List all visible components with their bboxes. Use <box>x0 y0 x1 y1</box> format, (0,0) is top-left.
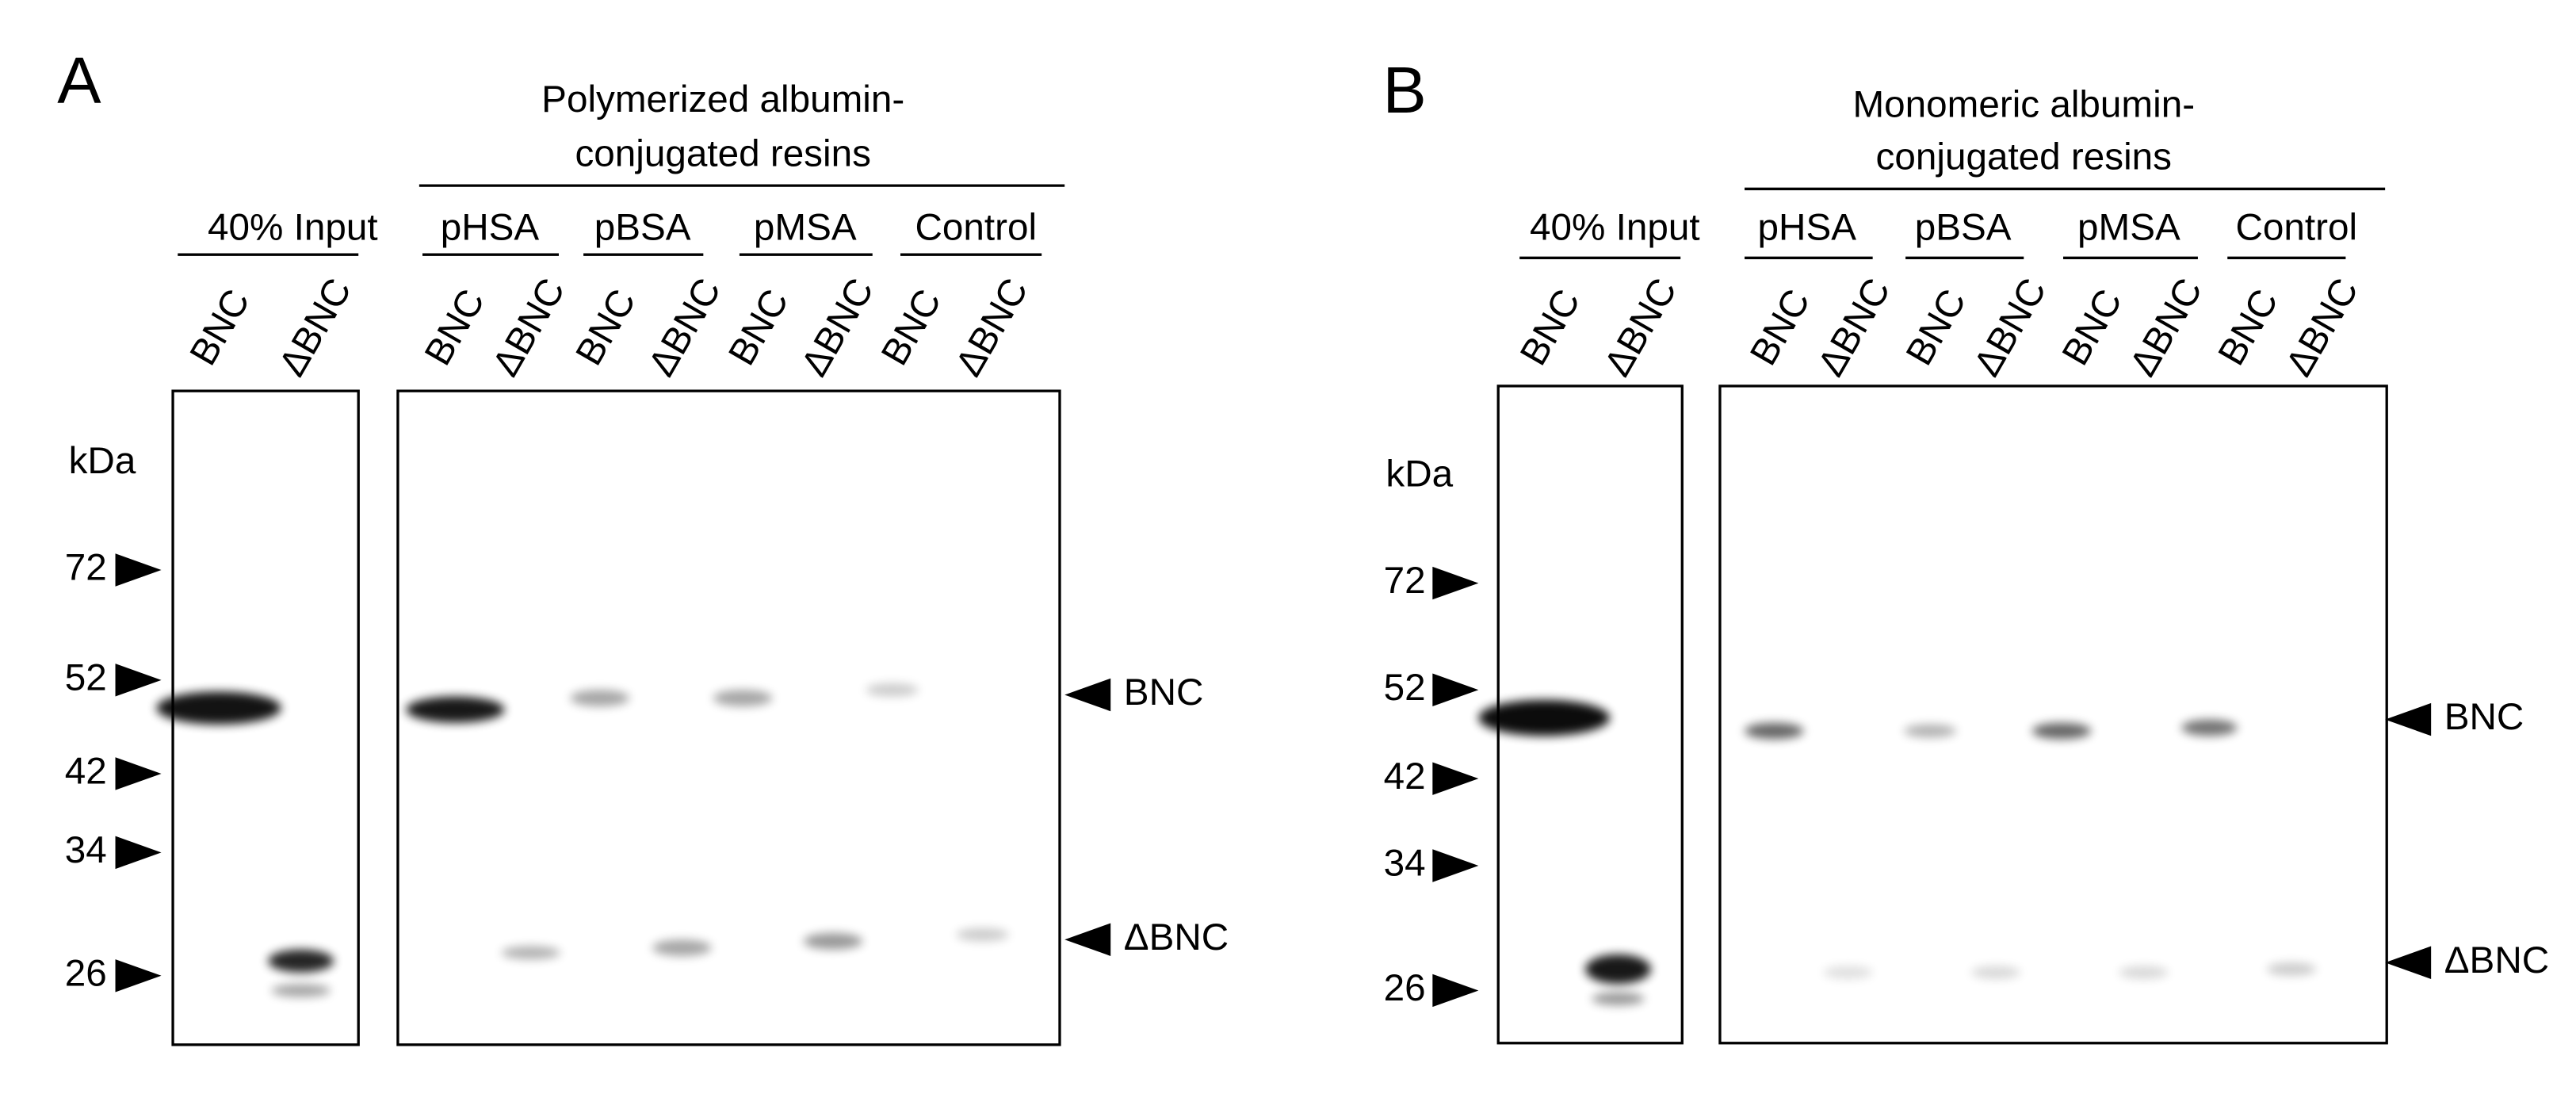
band-label: ΔBNC <box>2444 939 2549 981</box>
lane-label: ΔBNC <box>484 271 573 383</box>
marker-label: 72 <box>1384 560 1426 602</box>
lane-label: BNC <box>182 282 258 373</box>
gel-band <box>406 696 505 723</box>
lane-label: ΔBNC <box>1596 271 1685 383</box>
gel-band <box>501 946 561 960</box>
group-label: pHSA <box>1758 207 1857 249</box>
gel-band <box>956 928 1009 942</box>
marker-arrow <box>115 757 162 790</box>
lane-label: BNC <box>2211 282 2287 373</box>
gel-band <box>1904 724 1957 738</box>
marker-label: 34 <box>1384 843 1426 885</box>
group-label: pBSA <box>1915 207 2012 249</box>
input-label: 40% Input <box>1530 207 1700 249</box>
marker-label: 26 <box>1384 967 1426 1009</box>
resin-title: conjugated resins <box>575 132 870 174</box>
marker-label: 72 <box>65 547 107 589</box>
marker-label: 52 <box>65 656 107 698</box>
resin-title: conjugated resins <box>1876 136 2172 178</box>
gel-box <box>1718 384 2388 1045</box>
lane-label: BNC <box>720 282 797 373</box>
band-label: BNC <box>1124 671 1204 713</box>
group-label: Control <box>915 207 1038 249</box>
input-label: 40% Input <box>208 207 378 249</box>
lane-label: ΔBNC <box>2278 271 2367 383</box>
gel-band <box>866 683 919 697</box>
marker-arrow <box>115 959 162 993</box>
gel-band <box>271 984 331 997</box>
lane-label: ΔBNC <box>640 271 729 383</box>
lane-label: ΔBNC <box>2122 271 2211 383</box>
gel-band <box>713 690 773 706</box>
unit-label: kDa <box>1385 453 1453 495</box>
gel-band <box>2266 962 2317 976</box>
gel-band <box>2119 966 2169 979</box>
gel-band <box>1592 992 1645 1006</box>
band-arrow <box>1064 678 1111 712</box>
gel-box <box>396 389 1061 1046</box>
band-label: ΔBNC <box>1124 916 1229 958</box>
marker-arrow <box>1432 673 1479 706</box>
marker-arrow <box>1432 849 1479 882</box>
marker-label: 26 <box>65 952 107 994</box>
lane-label: ΔBNC <box>793 271 882 383</box>
resin-title: Polymerized albumin- <box>541 78 904 120</box>
gel-band <box>1585 954 1651 985</box>
band-arrow <box>2385 946 2432 979</box>
lane-label: BNC <box>1512 282 1588 373</box>
marker-label: 42 <box>65 751 107 793</box>
gel-band <box>2181 719 2238 736</box>
gel-band <box>1823 966 1873 979</box>
lane-label: BNC <box>417 282 493 373</box>
gel-band <box>1970 966 2021 979</box>
marker-label: 42 <box>1384 755 1426 798</box>
lane-label: BNC <box>568 282 644 373</box>
panel-label: B <box>1382 53 1426 127</box>
lane-label: ΔBNC <box>1966 271 2054 383</box>
marker-arrow <box>115 664 162 697</box>
marker-arrow <box>1432 566 1479 600</box>
lane-label: ΔBNC <box>948 271 1037 383</box>
marker-label: 52 <box>1384 667 1426 709</box>
group-label: pHSA <box>441 207 540 249</box>
resin-title: Monomeric albumin- <box>1853 83 2196 125</box>
group-label: pBSA <box>594 207 691 249</box>
group-label: pMSA <box>754 207 857 249</box>
panel-label: A <box>57 44 101 117</box>
lane-label: ΔBNC <box>1810 271 1898 383</box>
gel-band <box>652 939 712 956</box>
band-arrow <box>1064 923 1111 956</box>
gel-band <box>803 932 863 950</box>
marker-arrow <box>115 553 162 587</box>
marker-arrow <box>1432 974 1479 1008</box>
gel-band <box>156 691 281 725</box>
gel-band <box>1478 699 1611 736</box>
lane-label: ΔBNC <box>271 271 360 383</box>
gel-band <box>570 690 630 706</box>
group-label: Control <box>2235 207 2357 249</box>
lane-label: BNC <box>873 282 950 373</box>
lane-label: BNC <box>1898 282 1974 373</box>
lane-label: BNC <box>2054 282 2131 373</box>
group-label: pMSA <box>2077 207 2180 249</box>
gel-band <box>268 949 334 973</box>
marker-arrow <box>115 836 162 870</box>
band-label: BNC <box>2444 696 2524 738</box>
gel-band <box>1745 722 1804 740</box>
gel-band <box>2031 722 2092 740</box>
unit-label: kDa <box>69 440 136 482</box>
lane-label: BNC <box>1742 282 1818 373</box>
marker-label: 34 <box>65 829 107 871</box>
marker-arrow <box>1432 762 1479 795</box>
band-arrow <box>2385 702 2432 736</box>
